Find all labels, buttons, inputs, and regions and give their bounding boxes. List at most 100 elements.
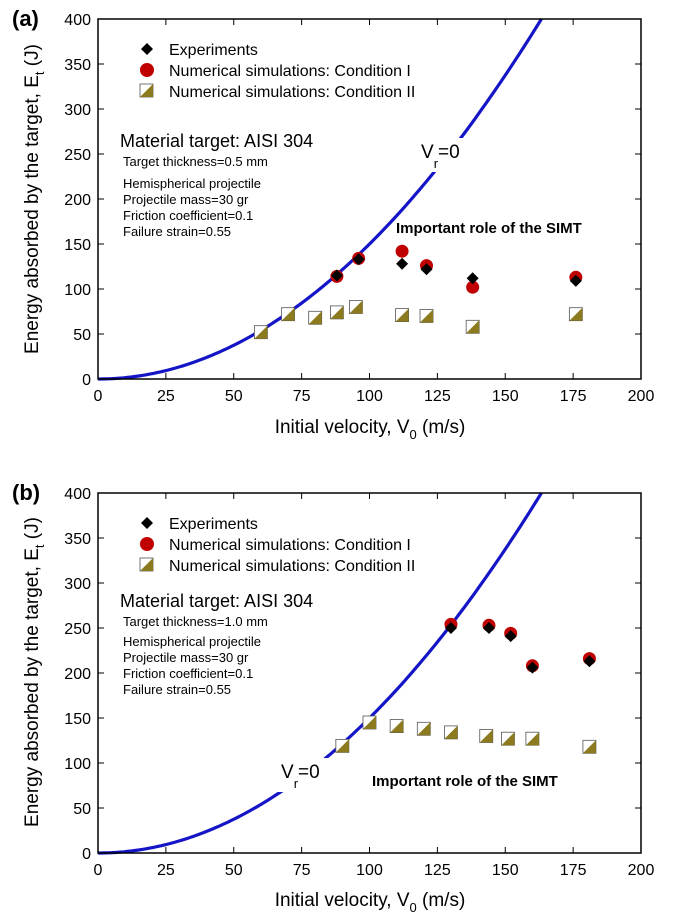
x-tick-label: 200 — [628, 862, 655, 879]
condition-ii-point — [362, 715, 377, 730]
panel-label: (b) — [12, 480, 40, 505]
condition-ii-point — [308, 310, 323, 325]
curve-label-background — [278, 758, 328, 792]
condition-ii-point — [335, 739, 350, 753]
y-tick-label: 250 — [64, 147, 91, 164]
info-line: Target thickness=0.5 mm — [123, 154, 268, 169]
condition-ii-point — [389, 719, 404, 733]
info-line: Hemispherical projectile — [123, 634, 261, 649]
info-line: Failure strain=0.55 — [123, 682, 231, 697]
x-tick-label: 175 — [560, 862, 587, 879]
material-title: Material target: AISI 304 — [120, 131, 313, 151]
x-tick-label: 50 — [225, 862, 243, 879]
legend-label: Numerical simulations: Condition II — [169, 84, 415, 101]
experiment-point — [420, 263, 433, 276]
condition-ii-point — [444, 725, 458, 740]
legend-label: Numerical simulations: Condition II — [169, 558, 415, 575]
panel-a: (a) 0 25 50 75 100 125 150 175 200 0 50 100 150 200 25… — [12, 6, 654, 442]
annotation: Important role of the SIMT — [372, 773, 558, 790]
x-tick-label: 0 — [94, 388, 103, 405]
y-tick-label: 300 — [64, 576, 91, 593]
x-tick-label: 150 — [492, 388, 519, 405]
legend: Experiments Numerical simulations: Condi… — [139, 42, 415, 101]
points-layer — [335, 617, 597, 754]
points-layer — [253, 244, 583, 340]
x-tick-label: 100 — [356, 388, 383, 405]
y-tick-label: 150 — [64, 237, 91, 254]
y-tick-label: 250 — [64, 621, 91, 638]
legend-marker-condition-i — [140, 537, 154, 551]
experiment-point — [352, 253, 365, 266]
info-line: Target thickness=1.0 mm — [123, 614, 268, 629]
x-axis-label: Initial velocity, V0 (m/s) — [275, 890, 466, 915]
x-tick-label: 50 — [225, 388, 243, 405]
x-tick-label: 125 — [424, 862, 451, 879]
condition-i-point — [466, 280, 480, 294]
y-axis-label: Energy absorbed by the target, Et (J) — [22, 517, 47, 827]
svg-text:Vr=0: Vr=0 — [281, 762, 320, 791]
condition-ii-point — [349, 300, 363, 314]
condition-ii-point — [281, 307, 295, 322]
condition-i-point — [395, 244, 409, 258]
legend-marker-experiments — [141, 517, 153, 529]
experiment-point — [504, 630, 517, 643]
legend-marker-condition-ii — [139, 83, 154, 98]
legend-label: Numerical simulations: Condition I — [169, 537, 411, 554]
legend: Experiments Numerical simulations: Condi… — [139, 516, 415, 575]
y-tick-label: 0 — [82, 846, 91, 863]
condition-ii-point — [479, 729, 494, 743]
x-tick-label: 75 — [293, 388, 311, 405]
vr-zero-curve — [98, 18, 543, 381]
svg-text:Vr=0: Vr=0 — [421, 142, 460, 171]
curve-label-background — [418, 138, 468, 172]
y-tick-label: 350 — [64, 57, 91, 74]
legend-marker-experiments — [141, 43, 153, 55]
y-tick-label: 400 — [64, 12, 91, 29]
x-tick-label: 200 — [628, 388, 655, 405]
y-tick-label: 0 — [82, 372, 91, 389]
y-tick-label: 50 — [73, 327, 91, 344]
y-tick-label: 100 — [64, 282, 91, 299]
condition-ii-point — [582, 739, 597, 754]
condition-ii-point — [568, 307, 583, 322]
info-line: Friction coefficient=0.1 — [123, 208, 253, 223]
x-tick-label: 75 — [293, 862, 311, 879]
annotation: Important role of the SIMT — [396, 220, 582, 237]
legend-label: Experiments — [169, 516, 258, 533]
experiment-point — [396, 257, 409, 270]
y-tick-label: 100 — [64, 756, 91, 773]
experiment-point — [569, 274, 582, 287]
experiment-point — [466, 272, 479, 285]
panel-b: (b) 0 25 50 75 100 125 150 175 200 0 50 100 150 200 25… — [12, 480, 654, 915]
info-line: Friction coefficient=0.1 — [123, 666, 253, 681]
x-tick-label: 125 — [424, 388, 451, 405]
y-tick-label: 200 — [64, 666, 91, 683]
y-tick-label: 50 — [73, 801, 91, 818]
y-tick-label: 150 — [64, 711, 91, 728]
curve-label: Vr=0 — [278, 758, 328, 792]
condition-ii-point — [465, 319, 480, 334]
legend-label: Numerical simulations: Condition I — [169, 63, 411, 80]
experiment-point — [583, 655, 596, 668]
condition-ii-point — [416, 721, 431, 736]
tick-layer: 0 25 50 75 100 125 150 175 200 0 50 100 150 200 250 300… — [64, 486, 654, 879]
experiment-point — [482, 622, 495, 634]
legend-marker-condition-ii — [139, 557, 154, 572]
x-tick-label: 150 — [492, 862, 519, 879]
x-tick-label: 100 — [356, 862, 383, 879]
y-axis-label: Energy absorbed by the target, Et (J) — [22, 44, 47, 354]
panel-label: (a) — [12, 6, 39, 31]
condition-ii-point — [501, 731, 515, 746]
experiment-point — [444, 622, 457, 634]
condition-ii-point — [419, 309, 434, 323]
tick-layer: 0 25 50 75 100 125 150 175 200 0 50 100 150 200 250 300… — [64, 12, 654, 405]
legend-marker-condition-i — [140, 63, 154, 77]
curve-label: Vr=0 — [418, 138, 468, 172]
condition-ii-point — [253, 325, 268, 340]
x-tick-label: 25 — [157, 388, 175, 405]
material-title: Material target: AISI 304 — [120, 591, 313, 611]
legend-label: Experiments — [169, 42, 258, 59]
info-line: Failure strain=0.55 — [123, 224, 231, 239]
y-tick-label: 350 — [64, 531, 91, 548]
